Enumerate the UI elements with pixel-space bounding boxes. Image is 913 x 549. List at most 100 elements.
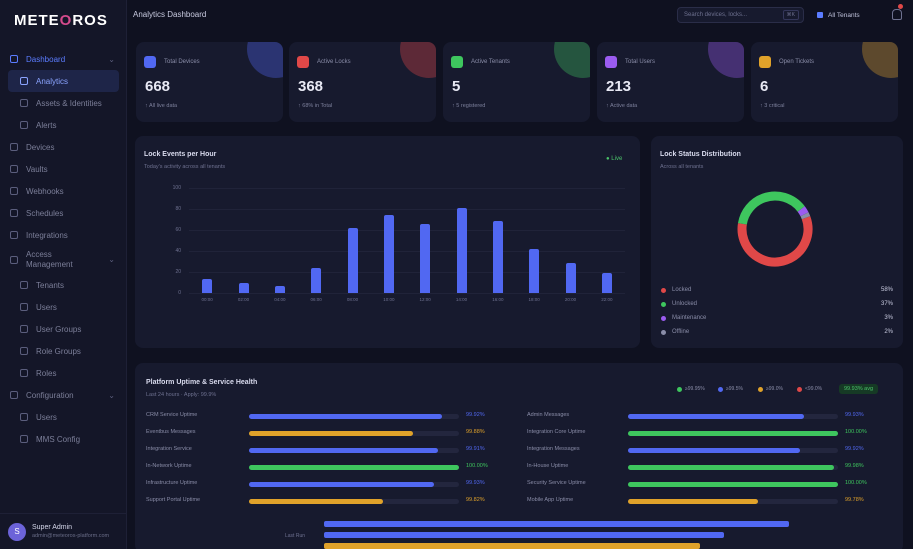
uptime-bar [324,543,700,549]
chart-gridline [189,272,625,273]
sidebar-item-dashboard[interactable]: Dashboard ⌄ [0,48,127,70]
tenant-selector[interactable]: All Tenants [811,7,891,23]
stat-sub: ↑ 68% in Total [298,103,333,109]
service-fill [249,482,434,487]
user-profile[interactable]: S Super Admin admin@meteoros-platform.co… [0,513,127,549]
devices-icon [10,143,18,151]
sidebar-item-label: Roles [36,368,57,378]
brand-logo[interactable]: METEOROS [14,12,108,29]
donut-slice-offline[interactable] [733,187,818,272]
chart-bar[interactable] [529,248,540,293]
sidebar-item-access-management[interactable]: Access Management ⌄ [0,246,127,274]
service-fill [249,465,459,470]
search-placeholder: Search devices, locks... [684,12,748,18]
sidebar-item-alerts[interactable]: Alerts [0,114,127,136]
legend-item: Maintenance 3% [661,312,893,324]
stat-card[interactable]: Total Users 213 ↑ Active data [597,42,744,122]
service-percent: 100.00% [466,463,488,469]
y-tick-label: 40 [175,248,181,254]
service-name: Support Portal Uptime [146,497,201,503]
service-fill [628,482,838,487]
x-tick-label: 18:00 [528,297,540,302]
uptime-legend-item: ≥99.95% [677,386,705,392]
legend-label: Offline [672,329,690,335]
chevron-down-icon[interactable]: ⌄ [108,54,115,64]
service-fill [628,414,805,419]
chevron-down-icon[interactable]: ⌄ [108,390,115,400]
x-tick-label: 02:00 [237,297,250,302]
avatar: S [8,522,26,541]
uptime-average-badge: 99.93% avg [839,384,879,394]
chart-bar[interactable] [492,220,503,293]
chevron-down-icon[interactable]: ⌄ [108,255,115,264]
x-tick-label: 14:00 [455,297,468,302]
sidebar-item-users[interactable]: Users [0,406,127,428]
search-input[interactable]: Search devices, locks... ⌘K [677,7,804,23]
stat-sub: ↑ Active data [606,103,638,109]
chart-bar[interactable] [456,207,467,293]
card-accent [708,42,744,78]
sidebar-item-tenants[interactable]: Tenants [0,274,127,296]
stat-card[interactable]: Total Devices 668 ↑ All live data [136,42,283,122]
sidebar-item-mms-config[interactable]: MMS Config [0,428,127,450]
chart-bar[interactable] [383,215,394,293]
service-fill [249,499,384,504]
sidebar-item-integrations[interactable]: Integrations [0,224,127,246]
sidebar-item-devices[interactable]: Devices [0,136,127,158]
vaults-icon [10,165,18,173]
service-row: Mobile App Uptime 99.78% [527,496,898,506]
chart-bar[interactable] [238,282,249,293]
service-name: CRM Service Uptime [146,412,198,418]
legend-label: ≥99.95% [685,386,705,392]
service-row: Integration Core Uptime 100.00% [527,428,898,438]
chart-bar[interactable] [565,262,576,293]
chart-bar[interactable] [311,267,322,293]
legend-dot [661,301,666,307]
chart-bar[interactable] [420,223,431,293]
sidebar-item-configuration[interactable]: Configuration ⌄ [0,384,127,406]
analytics-icon [20,77,28,85]
configuration-icon [10,391,18,399]
uptime-title: Platform Uptime & Service Health [146,379,258,386]
service-name: Mobile App Uptime [527,497,574,503]
sidebar-item-roles[interactable]: Roles [0,362,127,384]
service-name: In-House Uptime [527,463,569,469]
donut-slice-unlocked[interactable] [733,187,818,272]
sidebar-item-label: Schedules [26,208,64,218]
legend-dot [718,386,723,392]
sidebar-item-label: Users [36,302,57,312]
sidebar-item-webhooks[interactable]: Webhooks [0,180,127,202]
chart-bar[interactable] [347,227,358,293]
legend-label: <99.0% [805,386,823,392]
chart-bar[interactable] [202,279,213,293]
stat-card[interactable]: Open Tickets 6 ↑ 3 critical [751,42,898,122]
chart-bar[interactable] [601,273,612,293]
tenant-icon [451,56,463,68]
stat-card[interactable]: Active Locks 368 ↑ 68% in Total [289,42,436,122]
legend-dot [661,329,666,335]
sidebar-item-user-groups[interactable]: User Groups [0,318,127,340]
x-tick-label: 08:00 [346,297,359,302]
sidebar-item-users[interactable]: Users [0,296,127,318]
stat-card[interactable]: Active Tenants 5 ↑ 5 registered [443,42,590,122]
uptime-panel: Platform Uptime & Service Health Last 24… [135,363,903,549]
sidebar-item-schedules[interactable]: Schedules [0,202,127,224]
sidebar-item-label: Analytics [36,76,69,86]
legend-dot [758,386,763,392]
service-name: Security Service Uptime [527,480,586,486]
notification-bell-icon[interactable] [892,9,902,20]
lock-events-title: Lock Events per Hour [144,151,217,158]
notification-badge [898,4,903,9]
sidebar-item-assets-identities[interactable]: Assets & Identities [0,92,127,114]
sidebar-item-role-groups[interactable]: Role Groups [0,340,127,362]
x-tick-label: 06:00 [310,297,322,302]
stat-label: Total Devices [164,59,200,65]
chart-bar[interactable] [274,285,285,293]
users-icon [605,56,617,68]
chart-gridline [189,251,625,252]
sidebar-item-analytics[interactable]: Analytics [8,70,119,92]
x-tick-label: 00:00 [201,297,213,302]
schedules-icon [10,209,18,217]
service-row: CRM Service Uptime 99.92% [146,411,519,421]
sidebar-item-vaults[interactable]: Vaults [0,158,127,180]
